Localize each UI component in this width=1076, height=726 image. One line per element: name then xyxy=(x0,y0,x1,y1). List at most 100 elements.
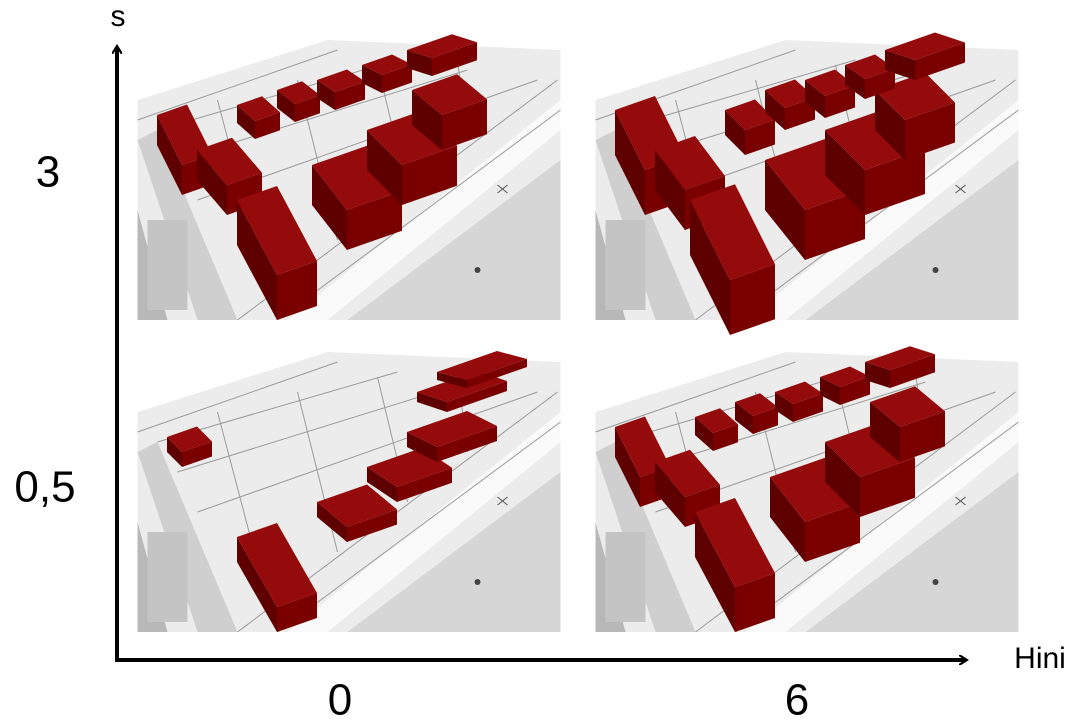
building-front xyxy=(255,112,280,139)
building-side xyxy=(695,512,735,632)
building-roof xyxy=(412,74,487,115)
building-front xyxy=(860,457,915,517)
building-front xyxy=(335,81,365,110)
building-roof xyxy=(407,411,497,447)
building-side xyxy=(237,200,277,320)
building-front xyxy=(437,426,497,462)
building-front xyxy=(442,99,487,150)
building-side xyxy=(417,392,447,412)
rendering-panel xyxy=(595,32,1019,335)
building-roof xyxy=(725,99,775,130)
building-front xyxy=(865,149,925,215)
y-value-label: 0,5 xyxy=(14,463,75,512)
building-side xyxy=(820,377,840,405)
building-roof xyxy=(655,449,720,497)
building-roof xyxy=(735,393,778,416)
building-roof xyxy=(820,366,870,387)
building-side xyxy=(845,65,865,99)
building-roof xyxy=(865,346,935,370)
building-front xyxy=(182,441,212,467)
building-side xyxy=(690,200,730,335)
building-side xyxy=(412,90,442,150)
building-front xyxy=(447,381,507,412)
building-front xyxy=(793,393,823,422)
building-roof xyxy=(237,186,317,275)
rendering-panel xyxy=(595,346,1019,632)
building-side xyxy=(770,477,805,562)
building-front xyxy=(805,502,860,562)
building-front xyxy=(805,189,865,260)
building-side xyxy=(695,417,713,451)
building-side xyxy=(197,150,227,215)
building-side xyxy=(237,105,255,139)
panels xyxy=(137,32,1019,632)
building-side xyxy=(237,537,277,632)
building-side xyxy=(775,392,793,422)
building-front xyxy=(347,190,402,250)
building-roof xyxy=(765,139,865,210)
building-side xyxy=(870,402,900,462)
building-front xyxy=(905,102,955,160)
building-side xyxy=(312,165,347,250)
x-axis-label: Hini xyxy=(1014,642,1066,675)
building-roof xyxy=(312,145,402,210)
building-front xyxy=(467,359,527,388)
building-roof xyxy=(407,34,477,58)
building-side xyxy=(157,115,182,195)
building-side xyxy=(615,427,640,507)
building-side xyxy=(725,110,745,155)
building-roof xyxy=(770,457,860,522)
building-front xyxy=(402,145,457,205)
building-roof xyxy=(317,69,365,92)
building-front xyxy=(825,85,855,118)
building-roof xyxy=(870,386,945,427)
building-side xyxy=(735,402,753,434)
building-roof xyxy=(885,32,965,60)
building-roof xyxy=(317,484,397,527)
building-front xyxy=(735,573,775,632)
building-side xyxy=(317,502,347,542)
building-side xyxy=(825,442,860,517)
building-side xyxy=(655,150,685,230)
building-side xyxy=(805,80,825,118)
building-front xyxy=(432,42,477,76)
building-front xyxy=(890,354,935,388)
building-side xyxy=(277,90,295,122)
building-roof xyxy=(655,136,725,190)
building-front xyxy=(347,509,397,542)
building-side xyxy=(655,462,685,527)
y-axis-label: s xyxy=(111,0,126,33)
building-front xyxy=(295,95,320,122)
rendering-panel xyxy=(137,351,561,632)
building-roof xyxy=(237,96,280,121)
building-front xyxy=(730,264,775,335)
building-roof xyxy=(690,184,775,280)
building-front xyxy=(277,593,317,632)
building-roof xyxy=(197,137,262,185)
building-front xyxy=(397,467,452,502)
building-side xyxy=(407,50,432,76)
building-side xyxy=(362,65,382,93)
building-side xyxy=(865,362,890,388)
building-roof xyxy=(167,426,212,452)
rendering-panel xyxy=(137,34,561,320)
building-side xyxy=(367,467,397,502)
building-front xyxy=(745,119,775,155)
building-side xyxy=(825,130,865,215)
building-side xyxy=(615,110,645,215)
building-front xyxy=(382,64,412,93)
building-side xyxy=(875,90,905,160)
building-side xyxy=(317,80,335,110)
building-front xyxy=(915,42,965,80)
building-roof xyxy=(805,69,855,96)
building-side xyxy=(167,437,182,467)
building-roof xyxy=(765,79,815,108)
building-side xyxy=(765,90,785,130)
building-roof xyxy=(437,351,527,380)
building-roof xyxy=(845,54,895,79)
building-roof xyxy=(237,523,317,607)
building-roof xyxy=(362,54,412,75)
x-value-label: 0 xyxy=(328,676,352,725)
building-front xyxy=(785,97,815,130)
